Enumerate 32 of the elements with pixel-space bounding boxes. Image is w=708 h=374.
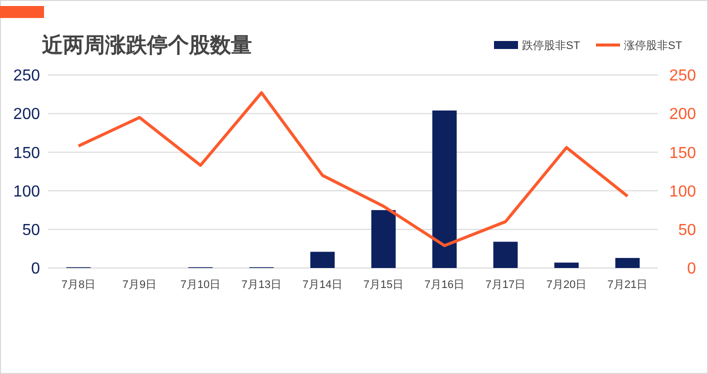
y2-tick-label: 50 — [678, 222, 696, 239]
x-tick-label: 7月16日 — [424, 279, 465, 291]
x-tick-label: 7月8日 — [61, 279, 96, 291]
y-tick-label: 50 — [22, 222, 40, 239]
x-tick-label: 7月15日 — [363, 279, 404, 291]
y2-tick-label: 100 — [669, 183, 696, 200]
bar — [310, 252, 335, 268]
chart-title: 近两周涨跌停个股数量 — [41, 34, 252, 57]
y2-tick-label: 150 — [669, 144, 696, 162]
line-series — [77, 91, 629, 248]
y-tick-label: 200 — [13, 106, 40, 124]
legend-label: 跌停股非ST — [522, 38, 580, 52]
x-tick-label: 7月21日 — [607, 279, 648, 291]
x-tick-label: 7月9日 — [122, 279, 157, 291]
y-tick-label: 250 — [13, 68, 40, 85]
y2-tick-label: 200 — [669, 106, 696, 124]
y-tick-label: 150 — [13, 144, 40, 162]
y-tick-label: 0 — [31, 260, 40, 278]
y-tick-label: 100 — [13, 183, 40, 200]
bar — [615, 258, 640, 268]
y2-tick-label: 250 — [669, 68, 696, 85]
x-tick-label: 7月17日 — [485, 279, 526, 291]
legend-label: 涨停股非ST — [624, 38, 682, 52]
x-tick-label: 7月10日 — [180, 279, 221, 291]
bar — [432, 110, 457, 268]
bar — [371, 210, 396, 268]
x-tick-label: 7月13日 — [241, 279, 282, 291]
y2-tick-label: 0 — [687, 260, 696, 278]
x-tick-label: 7月20日 — [546, 279, 587, 291]
bar — [493, 242, 518, 268]
bar — [554, 262, 579, 268]
x-tick-label: 7月14日 — [302, 279, 343, 291]
